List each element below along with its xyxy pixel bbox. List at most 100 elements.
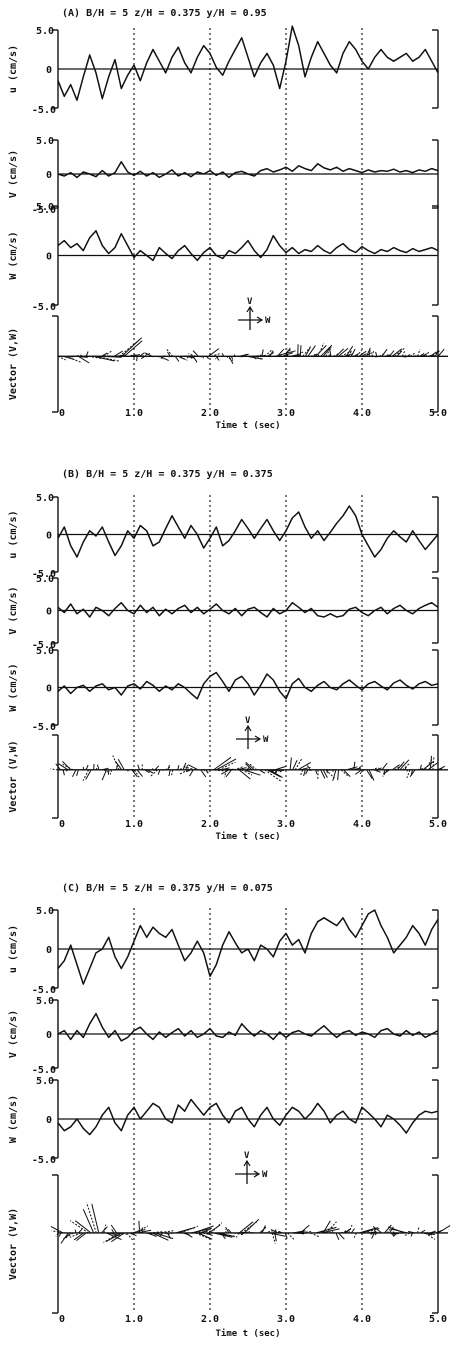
chart-c-vector-panel-vector-stick [427, 1232, 436, 1236]
chart-b-vector-panel-vector-stick [85, 769, 92, 780]
chart-c-panel-3-ytick-bottom: -5.0 [32, 1155, 56, 1166]
chart-c-vector-panel-vector-stick [51, 1230, 66, 1234]
chart-b-vector-panel-vector-stick [399, 759, 410, 771]
chart-b-panel-2-ytick-bottom: -5.0 [32, 640, 56, 651]
chart-c-vector-panel-vector-stick [353, 1232, 357, 1238]
chart-a-xtick-2: 2.0 [201, 408, 219, 419]
chart-a-vector-panel-vector-stick [419, 352, 425, 357]
chart-b-vector-panel-vector-stick [332, 769, 337, 781]
chart-c-vector-panel-vector-stick [363, 1227, 381, 1234]
chart-a-panel-2-series-line [57, 161, 439, 179]
chart-a-vector-panel-vector-stick [322, 346, 332, 357]
chart-c-xtick-4: 4.0 [353, 1314, 371, 1325]
chart-c-vector-panel-vector-stick [386, 1228, 392, 1234]
chart-b-vector-panel-vector-stick [355, 769, 362, 775]
chart-a-vector-panel-vector-stick [391, 348, 403, 357]
chart-b-vector-panel-vector-stick [162, 769, 164, 772]
chart-c-vector-panel-vector-stick [325, 1221, 337, 1234]
chart-b-vector-panel-ylabel: Vector (V,W) [8, 740, 19, 812]
chart-c-vector-panel-vector-stick [86, 1202, 97, 1234]
chart-c-vector-panel-vector-stick [345, 1228, 350, 1234]
chart-b-vector-panel-vector-stick [406, 769, 408, 772]
chart-c-panel-2-ylabel: V (cm/s) [8, 1010, 19, 1058]
chart-c-panel-1-ytick-zero: 0 [46, 945, 52, 956]
chart-c-vector-panel-vector-stick [76, 1232, 87, 1241]
chart-a-vector-panel-vector-stick [157, 355, 165, 360]
chart-c-vector-panel-vector-stick [103, 1224, 107, 1234]
chart-a-xlabel: Time t (sec) [215, 420, 280, 431]
chart-a-vector-panel-vector-stick [254, 355, 260, 357]
chart-c-vector-panel-vector-stick [134, 1225, 148, 1234]
chart-b-cross-label-v: V [245, 716, 251, 726]
chart-b-vector-panel-vector-stick [182, 762, 187, 771]
chart-c-vector-panel-vector-stick [210, 1222, 223, 1234]
chart-b-vector-panel-vector-stick [429, 755, 432, 770]
chart-b-vector-panel-vector-stick [409, 769, 416, 777]
chart-a-panel-2-ylabel: V (cm/s) [8, 150, 19, 198]
chart-b-vector-panel-vector-stick [134, 769, 140, 778]
chart-b-vector-panel-vector-stick [404, 766, 407, 771]
chart-a-panel-3-series-line [57, 230, 439, 262]
chart-b-vector-panel-vector-stick [238, 769, 251, 780]
chart-b-vector-panel-vector-stick [236, 767, 247, 771]
chart-b-vector-panel-vector-stick [368, 769, 375, 781]
chart-c-vector-panel-vector-stick [410, 1232, 413, 1237]
chart-b-vector-panel-vector-stick [200, 769, 207, 778]
chart-b-vector-panel-vector-stick [181, 765, 196, 771]
chart-a-vector-panel-vector-stick [57, 355, 66, 361]
chart-b-vector-panel-vector-stick [326, 769, 329, 774]
chart-c-vector-panel-vector-stick [205, 1232, 213, 1236]
chart-b-vector-panel-vector-stick [377, 766, 380, 771]
chart-b-panel-2-ytick-zero: 0 [46, 607, 52, 618]
chart-c-vector-panel-vector-stick [238, 1221, 254, 1234]
chart-a-vector-panel-vector-stick [325, 346, 333, 357]
chart-b-panel-3-ytick-bottom: -5.0 [32, 722, 56, 733]
chart-a-panel-2-ytick-zero: 0 [46, 170, 52, 181]
chart-c-xtick-5: 5.0 [429, 1314, 447, 1325]
chart-b-panel-3-ylabel: W (cm/s) [8, 663, 19, 711]
chart-a-vector-panel-vector-stick [192, 350, 199, 357]
chart-c-vector-panel-vector-stick [419, 1229, 426, 1234]
chart-c-xtick-0: 0 [59, 1314, 65, 1325]
chart-c-vector-panel-vector-stick [106, 1232, 122, 1241]
chart-b-vector-panel-vector-stick [274, 765, 287, 771]
chart-b-panel-2-ytick-top: 5.0 [36, 574, 54, 585]
chart-c-vector-panel-vector-stick [224, 1228, 227, 1234]
chart-a-vector-panel-vector-stick [205, 355, 210, 360]
chart-c-vector-panel-vector-stick [223, 1232, 227, 1237]
chart-c-title: (C) B/H = 5 z/H = 0.375 y/H = 0.075 [62, 883, 273, 894]
chart-c-vector-panel-vector-stick [167, 1232, 171, 1239]
chart-c-vector-panel-vector-stick [200, 1229, 209, 1234]
chart-b-vector-panel-vector-stick [103, 769, 111, 774]
chart-a-vector-panel-vector-stick [188, 353, 196, 357]
chart-a-vector-panel-vector-stick [180, 355, 185, 360]
chart-a-title: (A) B/H = 5 z/H = 0.375 y/H = 0.95 [62, 8, 267, 19]
chart-c-vector-panel-vector-stick [271, 1232, 276, 1244]
chart-b-vector-panel-vector-stick [65, 769, 69, 773]
chart-a-vector-panel-vector-stick [290, 354, 299, 357]
chart-a-vector-panel-vector-stick [422, 353, 427, 357]
chart-b-vector-panel-vector-stick [294, 758, 303, 771]
chart-a-vector-panel-vector-stick [320, 344, 333, 357]
chart-c-panel-3-ytick-top: 5.0 [36, 1076, 54, 1087]
chart-b-panel-3-series-line [57, 671, 439, 700]
chart-b-vector-panel-vector-stick [185, 764, 189, 771]
chart-b-vector-panel-vector-stick [101, 767, 109, 771]
chart-b-cross-arrow-w [254, 735, 262, 743]
chart-b-xlabel: Time t (sec) [215, 831, 280, 842]
chart-b-vector-panel-vector-stick [432, 755, 435, 770]
chart-a-vector-panel-vector-stick [386, 353, 389, 357]
chart-b-vector-panel-vector-stick [210, 769, 225, 772]
chart-c-vector-panel-vector-stick [437, 1225, 451, 1234]
chart-c-vector-panel-vector-stick [366, 1231, 377, 1234]
chart-a-vector-panel-vector-stick [228, 356, 234, 364]
chart-c-vector-panel-vector-stick [152, 1232, 169, 1241]
chart-a-vector-panel-vector-stick [304, 347, 311, 357]
chart-a-vector-panel-vector-stick [338, 347, 349, 357]
chart-c-vector-panel-vector-stick [370, 1232, 373, 1236]
chart-a-vector-panel-vector-stick [361, 353, 367, 357]
chart-b-xtick-3: 3.0 [277, 819, 295, 830]
chart-b-vector-panel-vector-stick [76, 769, 79, 776]
chart-b-vector-panel-vector-stick [185, 769, 191, 773]
chart-b-vector-panel-vector-stick [101, 769, 107, 781]
